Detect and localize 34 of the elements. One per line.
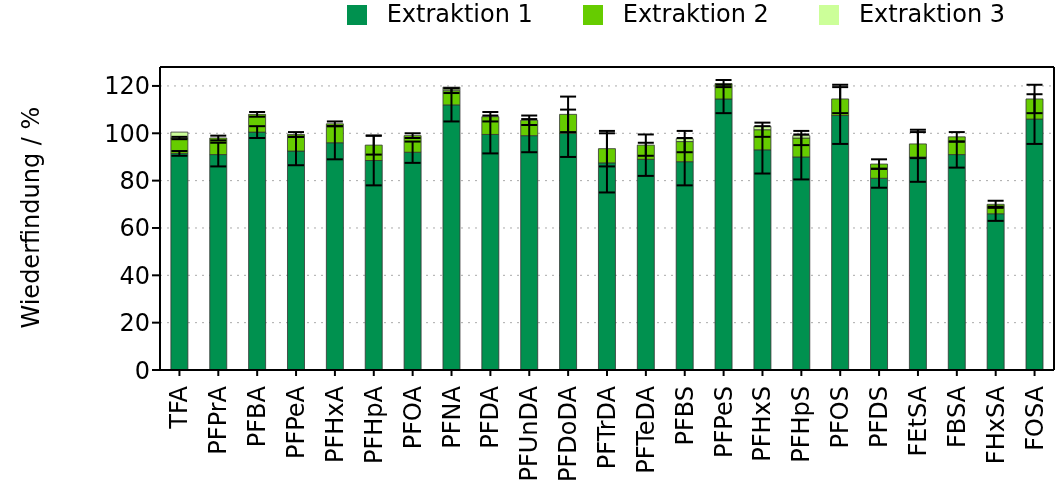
x-tick-label: PFBA [243,385,272,448]
x-tick-label: PFPrA [204,385,233,455]
legend-label: Extraktion 2 [622,0,769,28]
x-tick-label: PFHxS [748,386,777,462]
x-tick-label: PFNA [437,385,466,449]
x-tick-label: PFHpS [787,386,816,463]
legend-label: Extraktion 3 [858,0,1005,28]
legend-label: Extraktion 1 [386,0,533,28]
y-tick-label: 100 [104,119,150,148]
x-tick-label: FEtSA [903,385,932,457]
y-axis-title: Wiederfindung / % [16,106,45,329]
y-tick-label: 120 [104,72,150,101]
y-tick-label: 80 [119,167,150,196]
x-tick-label: FBSA [942,385,971,448]
x-tick-label: PFTrDA [593,385,621,470]
y-tick-label: 20 [119,309,150,338]
x-tick-label: PFDA [476,385,505,449]
x-tick-label: PFUnDA [515,385,544,482]
x-tick-label: PFHxA [320,385,349,463]
x-tick-label: PFDS [865,386,894,448]
x-tick-label: PFPeS [709,386,738,458]
y-tick-label: 60 [119,214,150,243]
x-tick-label: PFTeDA [631,385,660,474]
x-tick-label: TFA [165,385,194,430]
x-tick-label: FOSA [1020,385,1049,451]
x-tick-label: PFBS [670,386,699,446]
x-tick-label: PFOA [398,385,427,450]
x-tick-label: FHxSA [981,385,1010,465]
y-tick-label: 40 [119,261,150,290]
x-tick-label: PFOS [826,386,855,449]
x-tick-label: PFHpA [359,385,388,464]
x-tick-label: PFDoDA [554,385,583,482]
x-tick-label: PFPeA [282,385,311,460]
y-tick-label: 0 [134,356,150,385]
